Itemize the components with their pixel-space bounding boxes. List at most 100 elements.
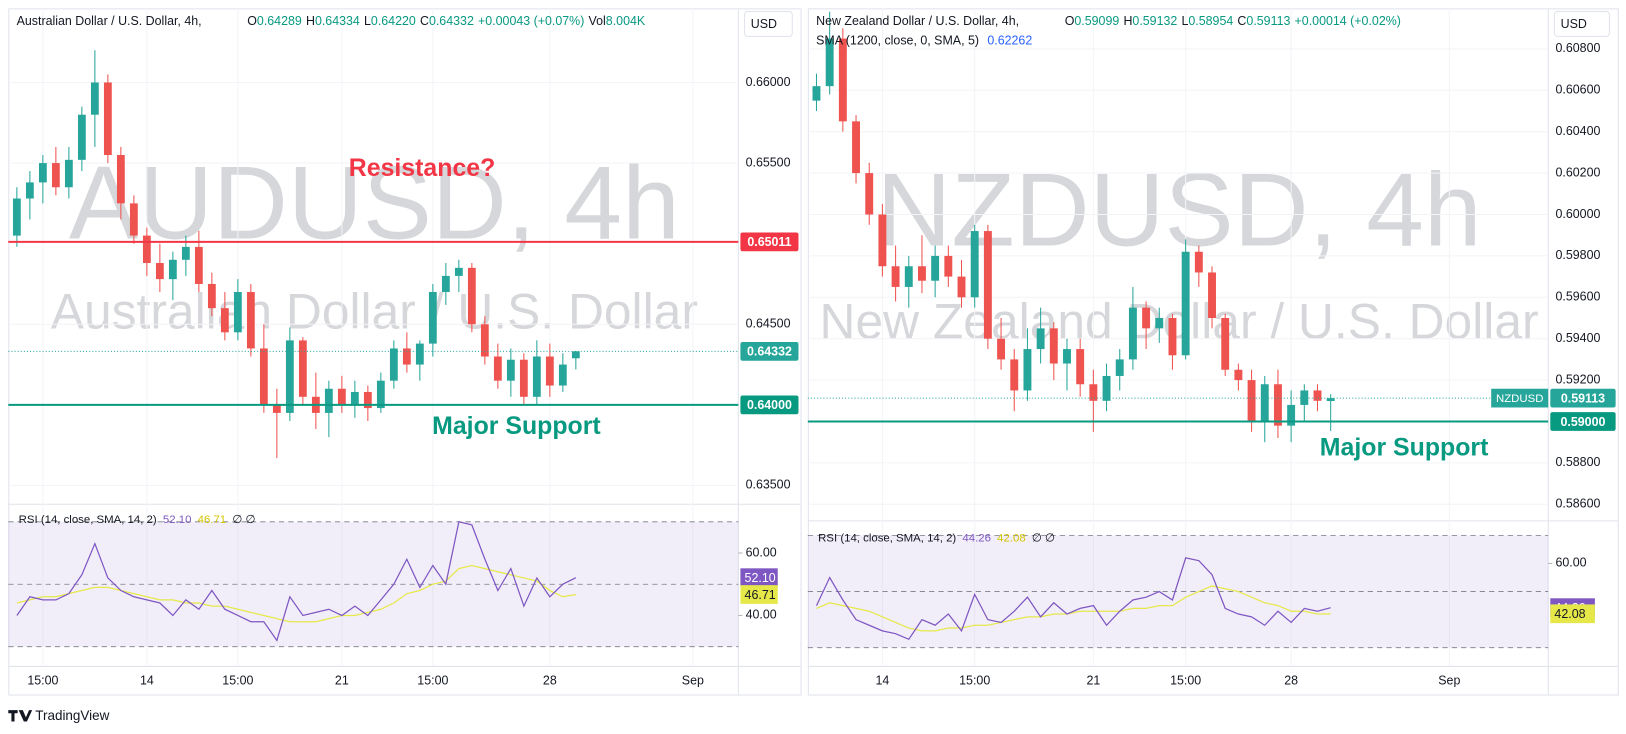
currency-label: USD xyxy=(751,17,777,31)
legend-title: Australian Dollar / U.S. Dollar, 4h, xyxy=(17,14,202,28)
legend-key: L xyxy=(1181,14,1188,28)
legend: New Zealand Dollar / U.S. Dollar, 4h, O0.… xyxy=(816,14,1401,28)
y-tick-label: 0.58600 xyxy=(1555,497,1600,511)
candle-body xyxy=(1234,369,1243,381)
candle-body xyxy=(1049,328,1058,364)
candle-body xyxy=(1010,359,1019,391)
x-tick-label: 28 xyxy=(1284,673,1298,687)
candle-body xyxy=(272,404,281,413)
rsi-legend-name: RSI (14, close, SMA, 14, 2) xyxy=(19,514,157,526)
rsi-value-label: 52.10 xyxy=(745,571,776,585)
y-tick-label: 0.60400 xyxy=(1555,124,1600,138)
watermark-symbol: NZDUSD, 4h xyxy=(877,152,1482,268)
candle-body xyxy=(983,231,992,339)
y-tick-label: 40.00 xyxy=(746,608,777,622)
y-tick-label: 0.65500 xyxy=(746,155,791,169)
x-tick-label: 15:00 xyxy=(1170,673,1201,687)
y-tick-label: 0.66000 xyxy=(746,75,791,89)
legend-value: 0.64220 xyxy=(371,14,416,28)
indicator-legend: SMA (1200, close, 0, SMA, 5) 0.62262 xyxy=(816,34,1032,48)
candle-body xyxy=(532,356,541,397)
watermark-name: New Zealand Dollar / U.S. Dollar xyxy=(820,294,1539,350)
legend-value: 0.58954 xyxy=(1188,14,1233,28)
candle-body xyxy=(865,173,874,215)
currency-button xyxy=(1553,10,1610,37)
price-label-box xyxy=(740,395,799,415)
legend-key: L xyxy=(364,14,371,28)
y-tick-label: 0.60600 xyxy=(1555,83,1600,97)
rsi-legend-value: 44.26 xyxy=(962,533,991,545)
price-label-box xyxy=(1550,388,1616,408)
y-tick-label: 0.60800 xyxy=(1555,41,1600,55)
legend-key: Vol xyxy=(589,14,606,28)
candle-body xyxy=(415,343,424,365)
candle-body xyxy=(64,159,73,188)
candle-body xyxy=(838,38,847,122)
x-tick-label: 15:00 xyxy=(27,673,58,687)
y-tick-label: 0.59800 xyxy=(1555,248,1600,262)
candle-body xyxy=(1326,398,1335,402)
y-tick-label: 60.00 xyxy=(746,545,777,559)
candle-body xyxy=(259,348,268,405)
candle-body xyxy=(493,356,502,381)
price-label: 0.59000 xyxy=(1561,415,1606,429)
x-tick-label: 28 xyxy=(543,673,557,687)
candle-body xyxy=(220,308,229,333)
candle-body xyxy=(1115,359,1124,376)
candle-body xyxy=(324,388,333,413)
x-tick-label: Sep xyxy=(1438,673,1460,687)
legend-value: 0.64334 xyxy=(315,14,360,28)
watermark-name: Australian Dollar / U.S. Dollar xyxy=(51,283,698,339)
rsi-legend-sma: 46.71 xyxy=(198,514,227,526)
candle-body xyxy=(1142,307,1151,329)
legend-value: 0.59113 xyxy=(1246,14,1290,28)
x-tick-label: 15:00 xyxy=(959,673,990,687)
rsi-legend-name: RSI (14, close, SMA, 14, 2) xyxy=(818,533,956,545)
candle-body xyxy=(337,388,346,405)
symbol-tag-box xyxy=(1491,388,1549,408)
candle-body xyxy=(402,348,411,365)
y-tick-label: 0.60000 xyxy=(1555,207,1600,221)
candle-body xyxy=(480,324,489,357)
candle-body xyxy=(1221,317,1230,370)
candle-body xyxy=(376,380,385,409)
price-label-box xyxy=(740,341,799,361)
candle-body xyxy=(1155,317,1164,329)
candle-body xyxy=(1128,307,1137,360)
rsi-sma-label: 42.08 xyxy=(1554,607,1585,621)
price-label: 0.64332 xyxy=(747,345,792,359)
candle-body xyxy=(142,235,151,264)
candle-body xyxy=(1260,384,1269,422)
candle-body xyxy=(1181,251,1190,356)
candle-body xyxy=(1076,349,1085,385)
chart-frame xyxy=(807,8,1619,696)
x-tick-label: 14 xyxy=(875,673,889,687)
candle-body xyxy=(441,275,450,293)
candle-body xyxy=(558,364,567,386)
legend-value: 0.59099 xyxy=(1074,14,1119,28)
rsi-line xyxy=(16,521,577,642)
rsi-legend-sma: 42.08 xyxy=(997,533,1026,545)
rsi-sma-line xyxy=(16,564,576,623)
rsi-legend: RSI (14, close, SMA, 14, 2) 44.26 42.08 ∅ ∅ xyxy=(818,533,1055,545)
candle-body xyxy=(285,340,294,413)
logo-mark xyxy=(8,710,33,722)
candle-body xyxy=(233,292,242,333)
candle-body xyxy=(1194,251,1203,273)
candle-body xyxy=(1300,390,1309,405)
x-tick-label: 15:00 xyxy=(222,673,253,687)
candle-body xyxy=(25,182,34,199)
candle-body xyxy=(103,82,112,156)
candle-body xyxy=(454,267,463,276)
legend-value: 0.64289 xyxy=(257,14,302,28)
y-tick-label: 0.59400 xyxy=(1555,331,1600,345)
candle-body xyxy=(1168,317,1177,356)
candle-body xyxy=(12,198,21,236)
candle-body xyxy=(970,231,979,298)
candle-body xyxy=(363,391,372,409)
candle-body xyxy=(207,283,216,309)
legend-title: New Zealand Dollar / U.S. Dollar, 4h, xyxy=(816,14,1019,28)
